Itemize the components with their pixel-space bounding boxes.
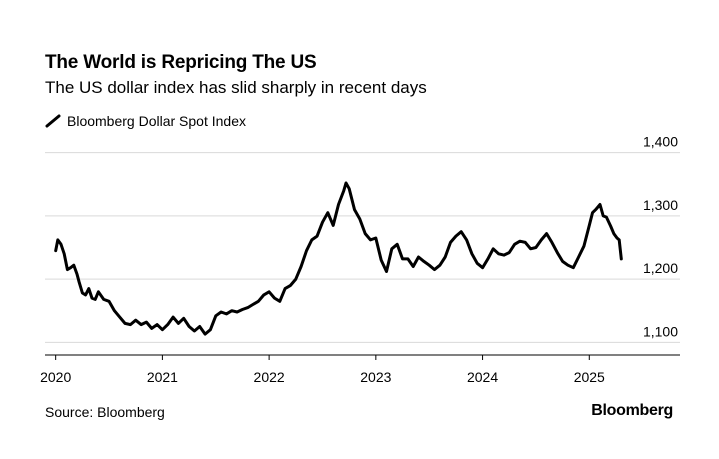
bloomberg-logo: Bloomberg <box>591 402 673 419</box>
y-tick-label: 1,200 <box>643 260 678 276</box>
x-tick-label: 2025 <box>574 369 605 385</box>
source-note: Source: Bloomberg <box>45 404 165 420</box>
x-tick-label: 2022 <box>254 369 285 385</box>
x-tick-label: 2023 <box>360 369 391 385</box>
legend-line-icon <box>45 114 61 128</box>
y-tick-label: 1,100 <box>643 323 678 339</box>
chart-subtitle: The US dollar index has slid sharply in … <box>45 78 427 97</box>
x-tick-label: 2024 <box>467 369 498 385</box>
series-line-dollar-index <box>54 181 623 336</box>
legend: Bloomberg Dollar Spot Index <box>45 113 246 129</box>
chart-title: The World is Repricing The US <box>45 52 317 73</box>
x-tick-label: 2020 <box>40 369 71 385</box>
y-tick-label: 1,400 <box>643 134 678 150</box>
legend-label: Bloomberg Dollar Spot Index <box>67 113 246 129</box>
y-tick-label: 1,300 <box>643 197 678 213</box>
x-tick-label: 2021 <box>147 369 178 385</box>
